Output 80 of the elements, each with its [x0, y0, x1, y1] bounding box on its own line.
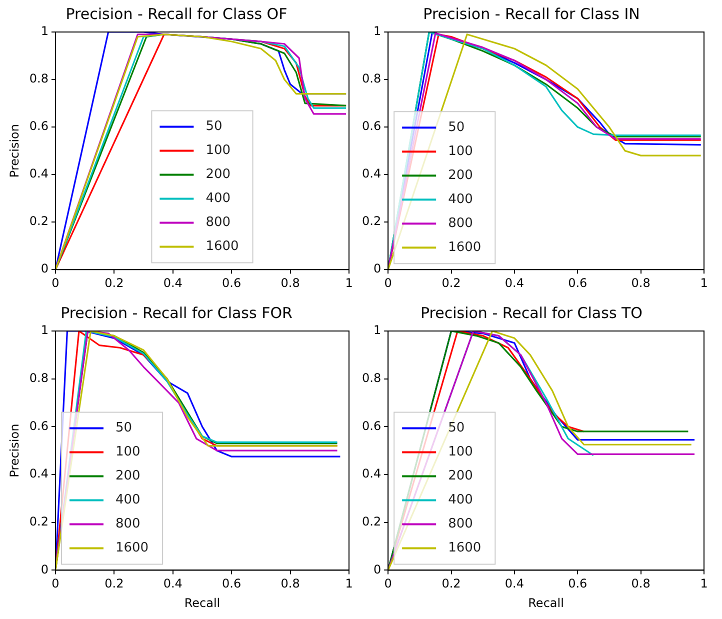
- y-tick-label: 1: [373, 323, 382, 338]
- y-tick-label: 1: [40, 323, 48, 338]
- x-tick-label: 0: [384, 276, 392, 290]
- x-tick-label: 0.6: [222, 576, 242, 591]
- chart-title: Precision - Recall for Class IN: [423, 4, 640, 23]
- y-tick-label: 0: [40, 562, 48, 576]
- legend-label: 800: [448, 216, 473, 231]
- x-axis-title: Recall: [184, 596, 220, 610]
- x-tick-label: 0.8: [280, 276, 300, 290]
- y-tick-label: 0.4: [362, 166, 382, 181]
- x-tick-label: 0.8: [631, 576, 650, 591]
- legend-label: 50: [448, 120, 465, 135]
- legend-label: 200: [448, 168, 473, 183]
- x-tick-label: 0.6: [222, 276, 242, 290]
- legend-label: 200: [206, 167, 231, 182]
- x-tick-label: 0.2: [104, 576, 124, 591]
- x-tick-label: 0: [52, 276, 60, 290]
- legend-label: 1600: [115, 540, 149, 556]
- x-tick-label: 0.8: [631, 276, 650, 290]
- chart-title: Precision - Recall for Class OF: [66, 4, 288, 23]
- legend-label: 100: [206, 143, 231, 158]
- legend-label: 1600: [448, 540, 482, 556]
- x-tick-label: 0.6: [568, 276, 588, 290]
- y-tick-label: 0.8: [29, 370, 48, 385]
- x-tick-label: 0.4: [504, 276, 524, 290]
- y-tick-label: 0.8: [362, 72, 382, 86]
- x-axis-title: Recall: [528, 596, 564, 610]
- x-tick-label: 0.6: [568, 576, 588, 591]
- y-tick-label: 0.4: [29, 166, 48, 181]
- legend-label: 200: [115, 468, 140, 484]
- legend-label: 50: [448, 420, 465, 436]
- legend-label: 100: [448, 144, 473, 159]
- y-tick-label: 0: [373, 562, 382, 576]
- legend-label: 1600: [206, 239, 239, 254]
- x-tick-label: 1: [345, 576, 353, 591]
- y-tick-label: 0.6: [362, 418, 382, 433]
- legend-label: 800: [448, 516, 473, 532]
- y-tick-label: 1: [373, 24, 382, 38]
- x-tick-label: 0.4: [163, 576, 182, 591]
- y-axis-title: Precision: [7, 124, 22, 178]
- y-tick-label: 0.2: [362, 214, 382, 228]
- x-tick-label: 0.2: [104, 276, 124, 290]
- x-tick-label: 1: [700, 276, 708, 290]
- legend-label: 50: [115, 420, 132, 436]
- x-tick-label: 0.2: [442, 576, 461, 591]
- y-tick-label: 1: [40, 24, 48, 38]
- legend-label: 400: [448, 192, 473, 207]
- x-tick-label: 0.4: [504, 576, 524, 591]
- legend-label: 200: [448, 468, 473, 484]
- y-tick-label: 0.8: [362, 370, 382, 385]
- chart-title: Precision - Recall for Class TO: [420, 304, 642, 322]
- legend-label: 800: [115, 516, 140, 532]
- legend-label: 100: [448, 444, 473, 460]
- x-tick-label: 0.8: [280, 576, 300, 591]
- x-tick-label: 0.4: [163, 276, 182, 290]
- y-tick-label: 0.4: [362, 466, 382, 481]
- x-tick-label: 0: [52, 576, 60, 591]
- chart-title: Precision - Recall for Class FOR: [60, 304, 292, 322]
- legend-label: 800: [206, 215, 231, 230]
- y-tick-label: 0.6: [29, 418, 48, 433]
- legend-label: 400: [115, 492, 140, 508]
- y-tick-label: 0: [40, 262, 48, 276]
- y-tick-label: 0.2: [362, 514, 382, 528]
- y-axis-title: Precision: [7, 424, 22, 478]
- legend-label: 400: [448, 492, 473, 508]
- y-tick-label: 0.2: [29, 214, 48, 228]
- y-tick-label: 0.2: [29, 514, 48, 528]
- x-tick-label: 1: [345, 276, 353, 290]
- y-tick-label: 0.8: [29, 72, 48, 86]
- y-tick-label: 0.6: [362, 119, 382, 134]
- x-tick-label: 0.2: [442, 276, 461, 290]
- y-tick-label: 0: [373, 262, 382, 276]
- y-tick-label: 0.4: [29, 466, 48, 481]
- legend-label: 1600: [448, 240, 482, 255]
- x-tick-label: 1: [700, 576, 708, 591]
- legend-label: 50: [206, 119, 222, 134]
- legend-label: 100: [115, 444, 140, 460]
- x-tick-label: 0: [384, 576, 392, 591]
- legend-label: 400: [206, 191, 231, 206]
- y-tick-label: 0.6: [29, 119, 48, 134]
